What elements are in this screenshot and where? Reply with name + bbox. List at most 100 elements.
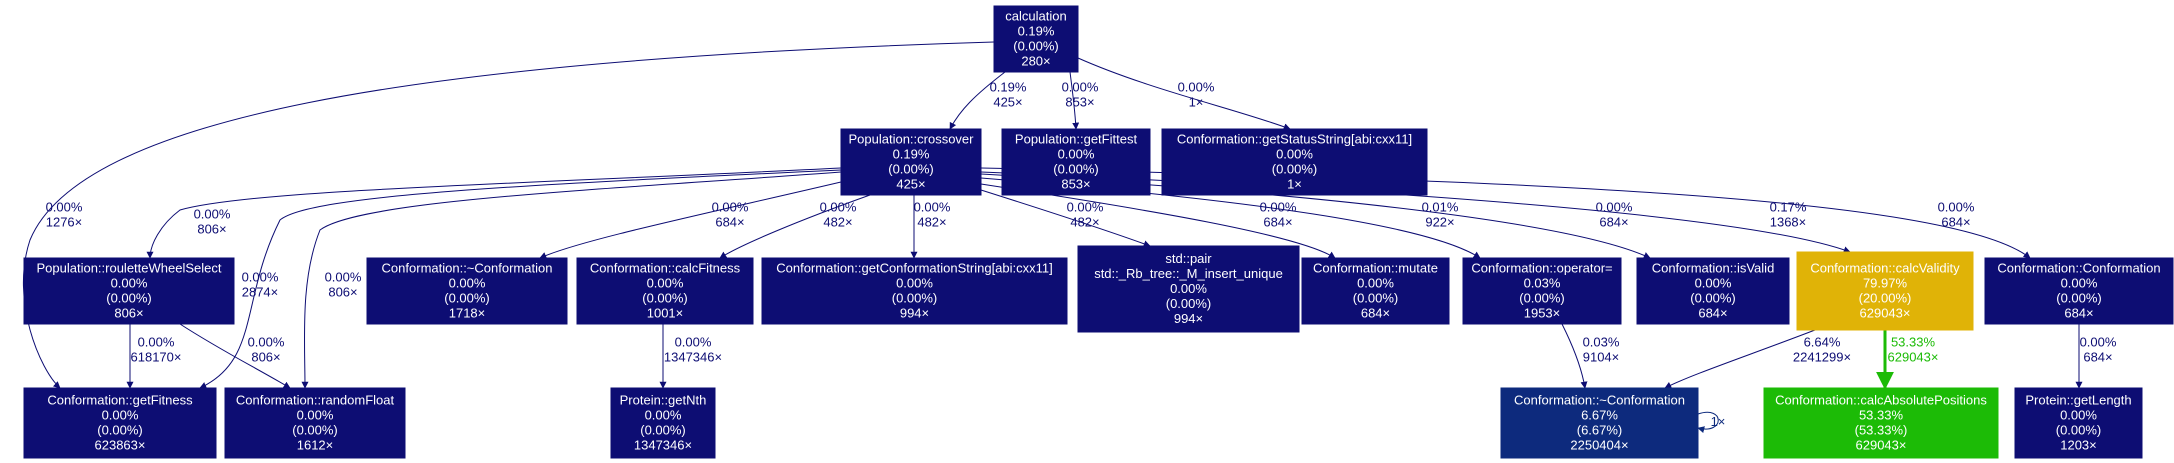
edge-label: 425× [993,95,1022,110]
node-stat: (0.00%) [888,162,934,177]
edge-label: 0.03% [1583,335,1620,350]
node-box [840,128,982,196]
node-title: std::pair [1165,251,1212,266]
node-stat: (0.00%) [892,291,938,306]
edge-label: 922× [1425,215,1454,230]
edge-label: 0.17% [1770,200,1807,215]
edge-cross-dtor1: 0.00%684× [539,181,842,259]
node-calcvalid: Conformation::calcValidity79.97%(20.00%)… [1796,251,1974,331]
node-stat: (20.00%) [1859,291,1912,306]
node-title: Protein::getLength [2025,393,2131,408]
node-stat: (0.00%) [106,291,152,306]
edge-label: 1276× [46,215,83,230]
node-stat: 0.00% [647,276,684,291]
node-stat: 0.00% [1170,281,1207,296]
edge-label: 0.00% [242,270,279,285]
edge-label: 806× [251,350,280,365]
edge-calcfit-nth: 0.00%1347346× [659,324,722,389]
edge-label: 618170× [131,350,182,365]
node-box [1984,257,2174,325]
node-pair: std::pairstd::_Rb_tree::_M_insert_unique… [1077,245,1300,333]
node-opeq: Conformation::operator=0.03%(0.00%)1953× [1462,257,1622,325]
edge-label: 684× [2083,350,2112,365]
edge-line [146,167,842,259]
node-title: Population::rouletteWheelSelect [36,261,221,276]
node-title: Conformation::Conformation [1997,261,2160,276]
node-stat: (6.67%) [1577,423,1623,438]
edge-label: 9104× [1583,350,1620,365]
node-stat: 2250404× [1570,438,1628,453]
node-stat: 0.03% [1524,276,1561,291]
edge-label: 684× [715,215,744,230]
edge-line [539,181,842,259]
edge-line [980,171,1851,254]
edge-label: 0.00% [914,200,951,215]
node-stat: (0.00%) [2056,291,2102,306]
node-stat: 629043× [1860,306,1911,321]
edge-label: 684× [1263,215,1292,230]
edge-label: 0.00% [248,335,285,350]
node-rand: Conformation::randomFloat0.00%(0.00%)161… [224,387,406,459]
node-stat: 79.97% [1863,276,1908,291]
node-box [366,257,568,325]
edge-opeq-dtor2: 0.03%9104× [1561,323,1620,389]
node-stat: (0.00%) [444,291,490,306]
node-stat: (0.00%) [1690,291,1736,306]
edge-label: 2241299× [1793,350,1851,365]
node-box [23,257,235,325]
edge-cross-getconf: 0.00%482× [910,194,951,259]
edge-label: 0.00% [1062,80,1099,95]
edge-label: 482× [917,215,946,230]
edge-label: 1× [1711,414,1726,429]
node-getconf: Conformation::getConformationString[abi:… [761,257,1068,325]
edge-calc-status: 0.00%1× [1077,57,1291,131]
edge-line [1561,323,1588,389]
edge-roulette-getfit: 0.00%618170× [126,324,182,389]
edge-label: 0.00% [325,270,362,285]
edge-label: 806× [197,222,226,237]
edge-label: 684× [1599,215,1628,230]
node-title: Conformation::calcAbsolutePositions [1775,393,1987,408]
node-stat: 684× [2064,306,2093,321]
node-box [1301,257,1450,325]
edge-label: 0.00% [1067,200,1104,215]
node-title: Conformation::isValid [1652,261,1775,276]
edge-calc-getfittest: 0.00%853× [1062,71,1099,130]
edge-line [179,323,291,389]
node-stat: 1953× [1524,306,1561,321]
node-stat: (0.00%) [292,423,338,438]
edge-line [949,71,1006,130]
edge-label: 684× [1941,215,1970,230]
node-stat: 806× [114,306,143,321]
node-stat: (0.00%) [1013,39,1059,54]
edge-label: 0.00% [2080,335,2117,350]
node-stat: 994× [1174,311,1203,326]
node-box [1001,128,1151,196]
node-stat: (0.00%) [1272,162,1318,177]
node-box [576,257,754,325]
node-stat: 0.00% [1357,276,1394,291]
node-stat: (0.00%) [2056,423,2102,438]
node-stat: 1718× [449,306,486,321]
node-stat: 0.19% [893,147,930,162]
edge-label: 0.00% [1260,200,1297,215]
edge-line [1077,57,1291,131]
node-box [1077,245,1300,333]
edge-label: 0.00% [138,335,175,350]
node-title: Conformation::calcValidity [1810,261,1960,276]
node-stat: 6.67% [1581,408,1618,423]
node-stat: 0.00% [1058,147,1095,162]
node-title: Conformation::getConformationString[abi:… [776,261,1053,276]
node-box [1462,257,1622,325]
edge-line [301,171,842,389]
edge-label: 1347346× [664,350,722,365]
node-stat: 684× [1361,306,1390,321]
node-stat: 0.00% [2060,408,2097,423]
node-stat: 0.19% [1018,24,1055,39]
edge-label: 0.00% [712,200,749,215]
edge-label: 0.19% [990,80,1027,95]
node-stat: 994× [900,306,929,321]
